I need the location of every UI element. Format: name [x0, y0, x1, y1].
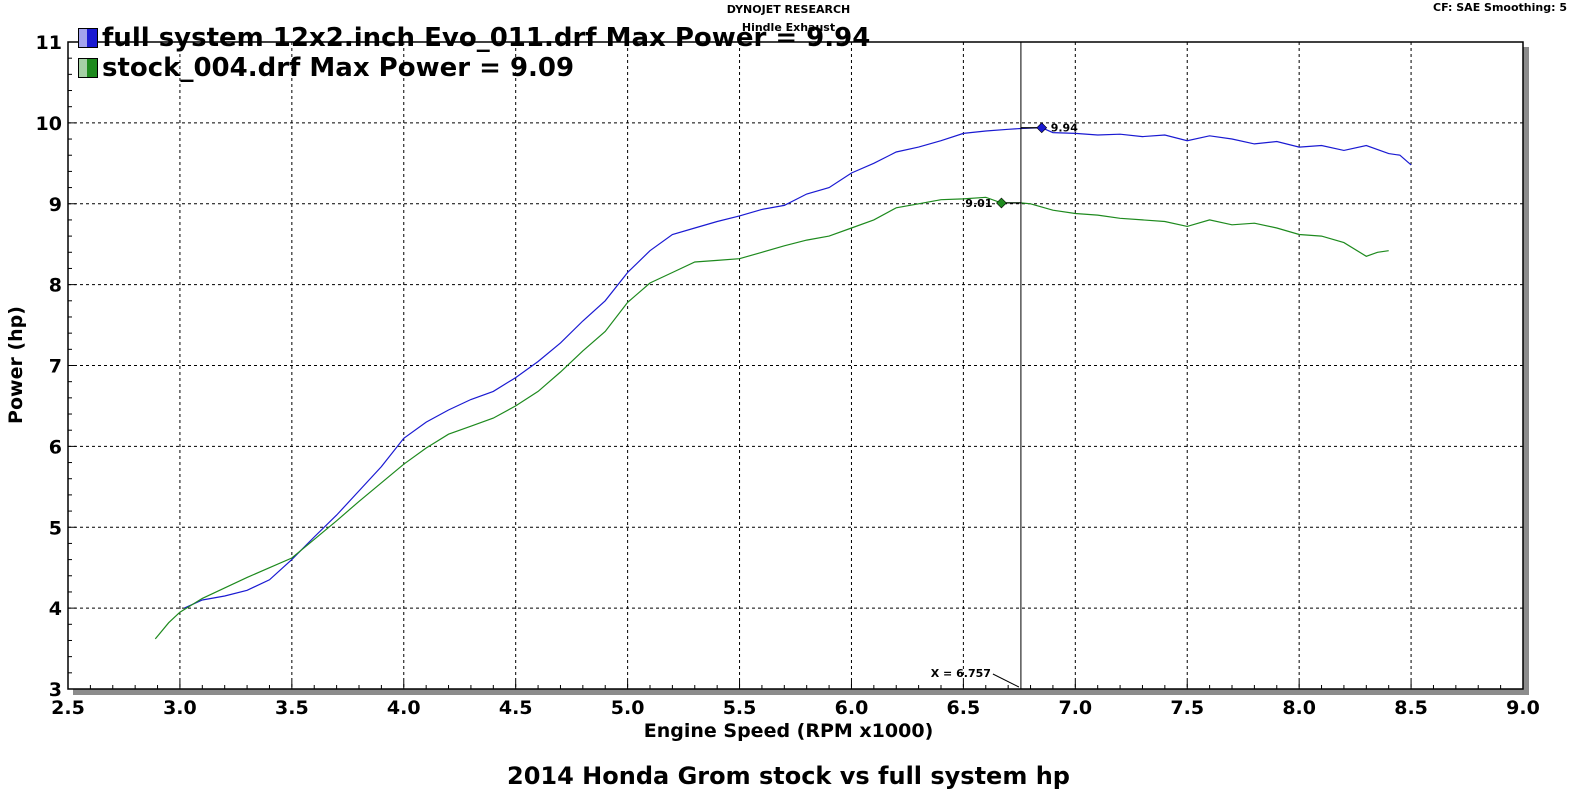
y-tick-labels: 3 4 5 6 7 8 9 10 11 — [36, 32, 62, 701]
x-tick-label: 3.0 — [163, 697, 197, 719]
x-tick-label: 9.0 — [1506, 697, 1540, 719]
x-tick-label: 8.0 — [1282, 697, 1316, 719]
y-tick-label: 7 — [49, 356, 62, 378]
peak-marker-label: 9.01 — [965, 197, 992, 210]
x-tick-label: 6.5 — [947, 697, 981, 719]
axis-ticks — [67, 41, 1524, 690]
peak-markers: 9.94 9.01 — [965, 122, 1078, 210]
x-tick-label: 4.5 — [499, 697, 533, 719]
cursor-label: X = 6.757 — [931, 667, 991, 680]
legend-swatch-blue — [78, 28, 98, 48]
y-tick-label: 10 — [36, 113, 62, 135]
y-tick-label: 3 — [49, 679, 62, 701]
y-tick-label: 5 — [49, 517, 62, 539]
header-subtitle: Hindle Exhaust — [741, 21, 836, 34]
legend-label-stock: stock_004.drf Max Power = 9.09 — [102, 53, 575, 83]
x-tick-label: 5.0 — [611, 697, 645, 719]
x-tick-label: 3.5 — [275, 697, 309, 719]
rpm-cursor: X = 6.757 — [931, 42, 1022, 689]
header-title: DYNOJET RESEARCH — [726, 3, 851, 16]
y-tick-label: 4 — [49, 598, 62, 620]
y-tick-label: 6 — [49, 436, 62, 458]
x-tick-label: 7.5 — [1170, 697, 1204, 719]
x-tick-labels: 2.5 3.0 3.5 4.0 4.5 5.0 5.5 6.0 6.5 7.0 7.5 8.0 8.5 9… — [51, 697, 1540, 719]
grid-lines — [68, 42, 1523, 689]
peak-marker-label: 9.94 — [1051, 122, 1078, 135]
y-tick-label: 9 — [49, 194, 62, 216]
series-line-1 — [154, 196, 1389, 640]
peak-marker — [1036, 122, 1048, 134]
series-lines — [154, 127, 1412, 640]
x-tick-label: 2.5 — [51, 697, 85, 719]
legend-item-full-system: full system 12x2.inch Evo_011.drf Max Po… — [78, 23, 871, 53]
header-settings: CF: SAE Smoothing: 5 — [1433, 1, 1567, 14]
x-tick-label: 7.0 — [1058, 697, 1092, 719]
y-tick-label: 8 — [49, 275, 62, 297]
x-tick-label: 4.0 — [387, 697, 421, 719]
x-axis-title: Engine Speed (RPM x1000) — [643, 720, 934, 742]
series-line-0 — [184, 127, 1412, 609]
x-tick-label: 8.5 — [1394, 697, 1428, 719]
cursor-pointer — [992, 673, 1020, 688]
chart-caption: 2014 Honda Grom stock vs full system hp — [507, 762, 1070, 790]
legend-item-stock: stock_004.drf Max Power = 9.09 — [78, 53, 575, 83]
x-tick-label: 6.0 — [835, 697, 869, 719]
legend-swatch-green — [78, 58, 98, 78]
peak-marker — [996, 197, 1007, 209]
y-tick-label: 11 — [36, 32, 62, 54]
y-axis-title: Power (hp) — [5, 306, 27, 424]
legend-label-full-system: full system 12x2.inch Evo_011.drf Max Po… — [102, 23, 871, 53]
x-tick-label: 5.5 — [723, 697, 757, 719]
